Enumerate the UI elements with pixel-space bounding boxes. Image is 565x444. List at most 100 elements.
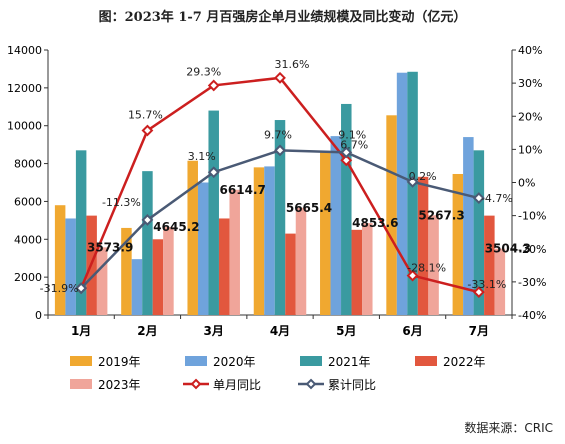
x-tick-label: 3月 bbox=[204, 324, 224, 338]
line-marker bbox=[274, 71, 286, 84]
y2-tick-label: -10% bbox=[518, 210, 546, 223]
y-tick-label: 2000 bbox=[14, 271, 42, 284]
line-data-label: 31.6% bbox=[275, 58, 310, 71]
x-tick-label: 7月 bbox=[469, 324, 489, 338]
line-data-label: -31.9% bbox=[40, 282, 79, 295]
bar bbox=[187, 160, 198, 315]
bar-data-label: 5267.3 bbox=[418, 208, 464, 222]
line-marker bbox=[472, 192, 485, 204]
legend-swatch bbox=[300, 356, 322, 366]
bar bbox=[473, 150, 485, 315]
line-marker bbox=[141, 124, 154, 137]
line-marker bbox=[207, 166, 220, 179]
legend-label: 2022年 bbox=[443, 355, 486, 369]
x-tick-label: 2月 bbox=[137, 324, 157, 338]
line-marker bbox=[406, 269, 419, 282]
bar bbox=[163, 227, 174, 315]
y2-tick-label: 10% bbox=[518, 143, 542, 156]
line-data-label: 29.3% bbox=[186, 65, 221, 78]
bar bbox=[54, 205, 66, 315]
bar-data-label: 4853.6 bbox=[352, 216, 398, 230]
legend-swatch bbox=[185, 356, 207, 366]
bar bbox=[274, 120, 286, 316]
y-tick-label: 8000 bbox=[14, 158, 42, 171]
y2-tick-label: -40% bbox=[518, 309, 546, 322]
legend-label: 单月同比 bbox=[213, 378, 261, 392]
bar bbox=[96, 247, 108, 315]
bar-data-label: 6614.7 bbox=[220, 183, 266, 197]
bar bbox=[463, 137, 474, 315]
y-tick-label: 10000 bbox=[7, 120, 42, 133]
x-tick-label: 4月 bbox=[270, 324, 290, 338]
bar-data-label: 4645.2 bbox=[153, 220, 199, 234]
bar bbox=[208, 110, 219, 315]
line-data-label: 0.2% bbox=[409, 170, 437, 183]
line-data-label: 15.7% bbox=[128, 108, 163, 121]
bar-data-label: 5665.4 bbox=[286, 201, 332, 215]
legend-marker bbox=[190, 378, 202, 390]
bar bbox=[341, 103, 352, 315]
y-tick-label: 14000 bbox=[7, 44, 42, 57]
x-tick-label: 5月 bbox=[336, 324, 356, 338]
line-marker bbox=[274, 144, 286, 157]
legend-label: 2023年 bbox=[98, 378, 141, 392]
bar bbox=[320, 152, 331, 315]
y-tick-label: 0 bbox=[35, 309, 42, 322]
legend-label: 2019年 bbox=[98, 355, 141, 369]
y-tick-label: 12000 bbox=[7, 82, 42, 95]
bar bbox=[407, 71, 418, 316]
bar bbox=[253, 167, 265, 315]
line-marker bbox=[340, 146, 353, 159]
chart-title: 图：2023年 1-7 月百强房企单月业绩规模及同比变动（亿元） bbox=[98, 10, 467, 25]
bar bbox=[264, 166, 275, 315]
bar bbox=[417, 176, 429, 315]
line-data-label: 9.1% bbox=[338, 128, 366, 141]
y2-tick-label: 20% bbox=[518, 110, 542, 123]
bar bbox=[396, 72, 408, 315]
y2-tick-label: 40% bbox=[518, 44, 542, 57]
line-data-label: 9.7% bbox=[264, 128, 292, 141]
legend-marker bbox=[305, 378, 317, 390]
x-tick-label: 6月 bbox=[402, 324, 422, 338]
legend-swatch bbox=[70, 379, 92, 389]
bar bbox=[131, 259, 143, 315]
line-data-label: -11.3% bbox=[102, 196, 141, 209]
bar bbox=[142, 171, 153, 315]
bar bbox=[121, 227, 132, 315]
legend-label: 2020年 bbox=[213, 355, 256, 369]
legend-label: 累计同比 bbox=[328, 378, 376, 392]
bar bbox=[75, 150, 87, 315]
bar bbox=[229, 189, 240, 315]
line-marker bbox=[406, 175, 419, 188]
line-data-label: 3.1% bbox=[188, 150, 216, 163]
line-marker bbox=[75, 282, 88, 295]
bar bbox=[218, 218, 230, 315]
bar bbox=[351, 229, 363, 315]
bar bbox=[484, 215, 495, 315]
bar bbox=[197, 182, 209, 315]
bar bbox=[494, 248, 506, 315]
source-note: 数据来源：CRIC bbox=[464, 421, 553, 435]
bar bbox=[65, 218, 76, 315]
line-data-label: -33.1% bbox=[467, 278, 506, 291]
y2-tick-label: 0% bbox=[518, 177, 535, 190]
line-data-label: 6.7% bbox=[340, 138, 368, 151]
y-tick-label: 6000 bbox=[14, 195, 42, 208]
bar bbox=[295, 207, 307, 315]
y-tick-label: 4000 bbox=[14, 233, 42, 246]
bar bbox=[386, 115, 397, 315]
bar bbox=[452, 173, 464, 315]
line-data-label: -28.1% bbox=[407, 262, 446, 275]
bar bbox=[285, 233, 296, 315]
legend-swatch bbox=[70, 356, 92, 366]
bar bbox=[330, 136, 342, 315]
bar bbox=[428, 215, 439, 315]
bar bbox=[152, 239, 164, 315]
legend-swatch bbox=[415, 356, 437, 366]
y2-tick-label: 30% bbox=[518, 77, 542, 90]
y2-tick-label: -30% bbox=[518, 276, 546, 289]
line-marker bbox=[472, 286, 485, 299]
y2-tick-label: -20% bbox=[518, 243, 546, 256]
bar-data-label: 3504.3 bbox=[485, 242, 531, 256]
